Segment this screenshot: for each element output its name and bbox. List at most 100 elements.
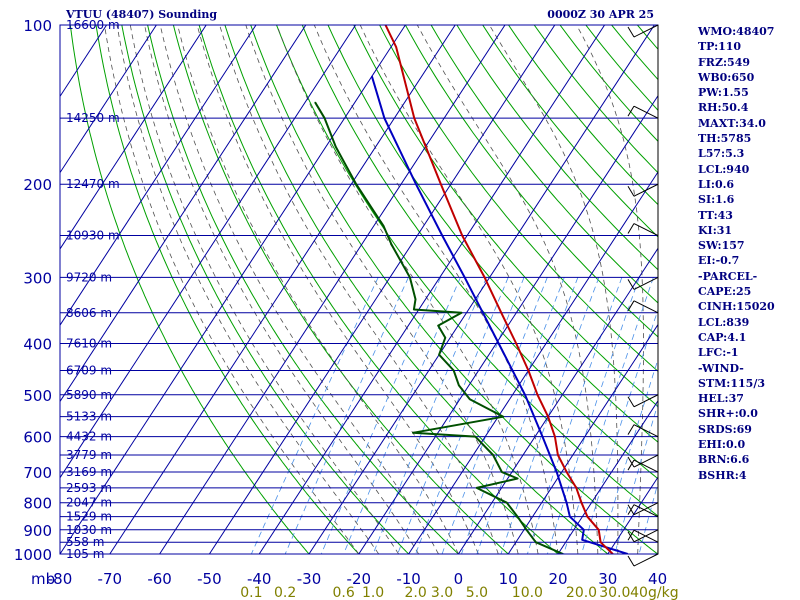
wind-barb-shaft	[633, 424, 659, 438]
isotherm	[60, 25, 406, 554]
wind-barb-flag	[627, 105, 635, 117]
index-item: SRDS:69	[698, 422, 752, 436]
pressure-tick-label: 700	[23, 464, 52, 482]
sounding-timestamp: 0000Z 30 APR 25	[547, 8, 654, 21]
dry-adiabat	[172, 25, 509, 554]
pressure-tick-label: 500	[23, 387, 52, 405]
dewpoint-trace-point	[453, 369, 455, 372]
index-item: MAXT:34.0	[698, 116, 766, 130]
temperature-tick-label: -10	[396, 570, 421, 588]
temperature-tick-label: -60	[147, 570, 172, 588]
temperature-trace-point	[413, 117, 415, 119]
index-item: CAP:4.1	[698, 330, 747, 344]
moist-adiabat	[129, 25, 399, 554]
mixing-ratio-label: 10.0	[512, 585, 543, 600]
dewpoint-trace-point	[492, 454, 494, 456]
wind-barb-shaft	[633, 300, 659, 314]
index-item: LFC:-1	[698, 346, 739, 360]
mixing-ratio-label: 20.0	[566, 585, 597, 600]
height-label: 12470 m	[66, 177, 120, 191]
height-label: 105 m	[66, 547, 104, 561]
isotherm	[159, 25, 506, 554]
isotherm	[457, 247, 658, 554]
mixing-ratio-line	[527, 277, 623, 554]
wind-barb	[627, 394, 659, 408]
index-item: HEL:37	[698, 392, 744, 406]
temperature-tick-label: 20	[548, 570, 567, 588]
index-item: EI:-0.7	[698, 254, 740, 268]
wind-barb	[627, 183, 659, 197]
wind-barb	[627, 300, 659, 314]
dewpoint-trace-point	[517, 477, 519, 480]
temperature-trace-point	[557, 454, 559, 456]
height-label: 16600 m	[66, 18, 120, 32]
parcel-trace-point	[556, 471, 558, 473]
isotherm	[0, 25, 7, 554]
index-item: LCL:940	[698, 162, 750, 176]
height-label: 1030 m	[66, 523, 112, 537]
height-label: 3779 m	[66, 448, 112, 462]
temperature-trace-point	[554, 436, 556, 438]
isotherm	[358, 94, 658, 554]
wind-barb-shaft	[633, 394, 659, 408]
wind-barb-flag	[627, 459, 635, 471]
temperature-trace-point	[484, 276, 486, 278]
dewpoint-trace-point	[501, 471, 503, 473]
dewpoint-trace-point	[413, 308, 415, 311]
mixing-ratio-label: 1.0	[362, 585, 384, 600]
temperature-trace-point	[461, 234, 463, 237]
wind-barb-shaft	[633, 553, 659, 567]
mixing-ratio-line	[251, 277, 379, 554]
pressure-tick-label: 800	[23, 495, 52, 513]
wind-barb	[627, 529, 659, 543]
wind-barb	[627, 424, 659, 438]
wind-barb-shaft	[633, 529, 659, 543]
dewpoint-trace-point	[314, 101, 316, 103]
temperature-tick-label: -70	[98, 570, 123, 588]
moist-adiabat	[313, 25, 559, 554]
parcel-trace-point	[565, 502, 568, 504]
temperature-trace-point	[440, 183, 442, 185]
isotherm	[60, 25, 357, 479]
temperature-tick-label: -20	[347, 570, 372, 588]
dewpoint-trace-point	[469, 398, 471, 400]
mixing-ratio-line	[441, 277, 548, 554]
dewpoint-trace-line	[314, 101, 564, 554]
wind-barb-flag	[627, 223, 635, 234]
temperature-trace-point	[599, 541, 602, 543]
mixing-ratio-label: 2.0	[405, 585, 427, 600]
mixing-ratio-label: 3.0	[431, 585, 453, 600]
temperature-trace-point	[500, 312, 502, 314]
temperature-trace-point	[527, 369, 529, 372]
height-label: 5890 m	[66, 388, 112, 402]
parcel-trace-point	[583, 529, 585, 531]
parcel-trace-point	[464, 276, 466, 278]
mixing-ratio-line	[476, 277, 579, 554]
height-label: 2593 m	[66, 481, 112, 495]
isotherm	[408, 171, 658, 554]
isotherm	[60, 25, 307, 403]
pressure-tick-label: 100	[23, 17, 52, 35]
wind-barb-flag	[627, 504, 635, 515]
pressure-tick-label: 300	[23, 269, 52, 287]
index-item: WMO:48407	[698, 25, 775, 38]
temperature-trace-point	[575, 487, 577, 489]
temperature-trace-point	[536, 394, 539, 396]
dewpoint-trace-point	[335, 146, 337, 148]
index-item: STM:115/3	[698, 376, 765, 390]
height-label: 9720 m	[66, 270, 112, 284]
isotherm	[60, 25, 157, 174]
dry-adiabat	[250, 25, 658, 554]
height-label: 14250 m	[66, 111, 120, 125]
isotherm	[557, 399, 658, 554]
parcel-trace-point	[541, 436, 544, 438]
index-item: TT:43	[698, 208, 733, 222]
wind-barb-shaft	[633, 504, 659, 518]
mixing-ratio-label: 30.0	[599, 585, 630, 600]
index-item: L57:5.3	[698, 147, 745, 161]
wind-barb-shaft	[633, 183, 659, 197]
parcel-trace-point	[383, 117, 386, 119]
temperature-trace-point	[515, 342, 517, 345]
wind-barb	[627, 459, 659, 473]
